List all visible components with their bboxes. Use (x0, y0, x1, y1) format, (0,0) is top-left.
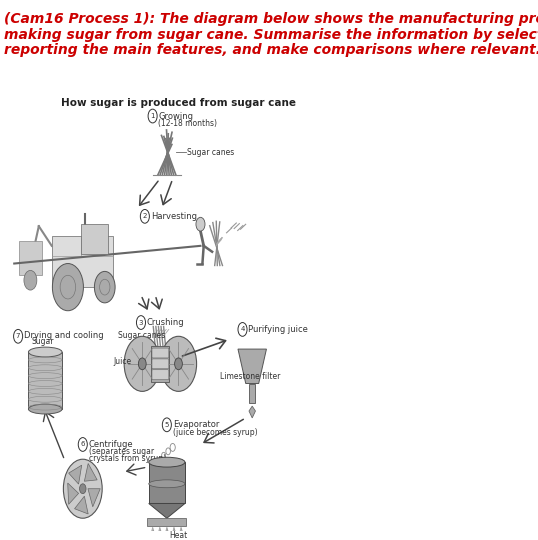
Text: (12-18 months): (12-18 months) (159, 119, 217, 128)
Circle shape (52, 264, 83, 310)
FancyBboxPatch shape (148, 462, 185, 503)
Text: reporting the main features, and make comparisons where relevant.: reporting the main features, and make co… (4, 43, 538, 57)
Ellipse shape (29, 404, 62, 414)
Text: Sugar canes: Sugar canes (118, 332, 165, 340)
FancyBboxPatch shape (152, 348, 169, 358)
Text: 3: 3 (139, 320, 143, 326)
Circle shape (160, 336, 196, 392)
Polygon shape (88, 489, 100, 507)
Polygon shape (249, 406, 256, 418)
Ellipse shape (29, 347, 62, 357)
Text: Heat: Heat (169, 531, 187, 540)
FancyBboxPatch shape (151, 346, 169, 382)
Circle shape (24, 271, 37, 290)
Text: (separates sugar: (separates sugar (89, 448, 154, 456)
Polygon shape (75, 496, 88, 514)
Text: Juice: Juice (113, 357, 131, 366)
Ellipse shape (148, 480, 185, 488)
Circle shape (63, 459, 102, 518)
Text: Harvesting: Harvesting (151, 212, 197, 221)
Text: How sugar is produced from sugar cane: How sugar is produced from sugar cane (61, 98, 296, 109)
Text: 4: 4 (240, 326, 245, 333)
Circle shape (175, 358, 182, 370)
Text: Drying and cooling: Drying and cooling (24, 332, 103, 340)
FancyBboxPatch shape (81, 224, 108, 254)
Polygon shape (69, 465, 82, 484)
Text: Sugar canes: Sugar canes (187, 148, 234, 157)
Text: (juice becomes syrup): (juice becomes syrup) (173, 428, 257, 437)
Circle shape (94, 272, 115, 303)
Text: making sugar from sugar cane. Summarise the information by selecting and: making sugar from sugar cane. Summarise … (4, 28, 538, 42)
Circle shape (80, 484, 86, 494)
Text: Crushing: Crushing (147, 318, 185, 327)
FancyBboxPatch shape (152, 359, 169, 369)
Polygon shape (68, 483, 79, 504)
Text: 2: 2 (143, 213, 147, 219)
Text: Growing: Growing (159, 112, 194, 121)
Text: Sugar: Sugar (32, 337, 54, 346)
Text: (Cam16 Process 1): The diagram below shows the manufacturing process for: (Cam16 Process 1): The diagram below sho… (4, 12, 538, 26)
Text: 1: 1 (151, 113, 155, 119)
Circle shape (124, 336, 160, 392)
Circle shape (196, 217, 205, 231)
FancyBboxPatch shape (249, 383, 256, 403)
Text: 5: 5 (165, 422, 169, 428)
FancyBboxPatch shape (152, 370, 169, 380)
FancyBboxPatch shape (147, 518, 186, 526)
Ellipse shape (148, 457, 185, 467)
Circle shape (138, 358, 146, 370)
Text: Limestone filter: Limestone filter (220, 372, 280, 381)
Text: Purifying juice: Purifying juice (249, 325, 308, 334)
Text: Centrifuge: Centrifuge (89, 440, 133, 449)
Polygon shape (238, 349, 266, 383)
Text: 7: 7 (16, 333, 20, 339)
Text: crystals from syrup): crystals from syrup) (89, 454, 166, 463)
Polygon shape (84, 463, 97, 481)
Text: Evaporator: Evaporator (173, 420, 219, 429)
FancyBboxPatch shape (52, 236, 113, 287)
FancyBboxPatch shape (19, 241, 42, 275)
FancyBboxPatch shape (29, 352, 62, 409)
Text: 6: 6 (81, 442, 85, 448)
Polygon shape (148, 503, 185, 518)
